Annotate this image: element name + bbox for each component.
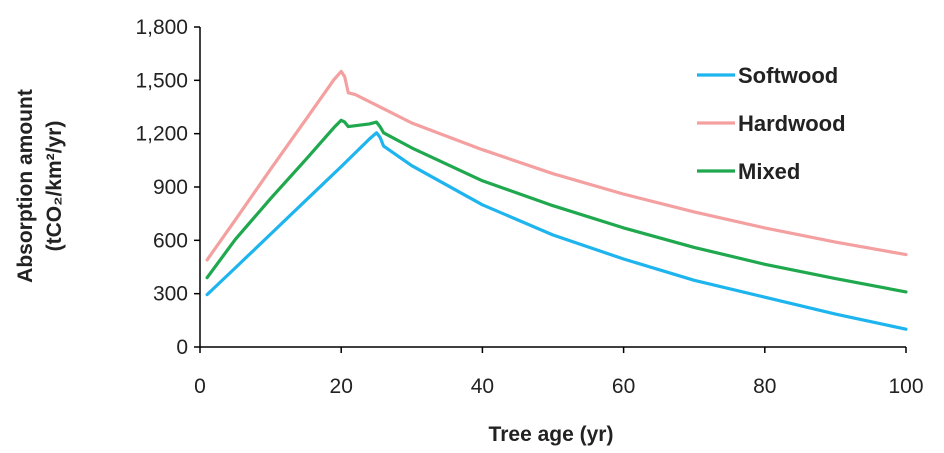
- legend: Softwood Hardwood Mixed: [697, 63, 846, 184]
- y-axis-title-line1: Absorption amount: [14, 89, 37, 283]
- x-tick-label: 100: [888, 375, 923, 398]
- x-tick-label: 20: [330, 375, 353, 398]
- legend-label-softwood: Softwood: [738, 63, 838, 88]
- x-tick-label: 60: [612, 375, 635, 398]
- series-lines: [205, 69, 908, 331]
- legend-label-hardwood: Hardwood: [738, 111, 846, 136]
- series-line-mixed: [205, 118, 908, 294]
- y-tick-label: 0: [176, 336, 188, 359]
- legend-label-mixed: Mixed: [738, 159, 800, 184]
- x-axis-ticks: 0 20 40 60 80 100: [194, 347, 924, 398]
- x-tick-label: 80: [753, 375, 776, 398]
- y-tick-label: 1,200: [135, 123, 188, 146]
- y-tick-label: 1,800: [135, 16, 188, 39]
- y-tick-label: 600: [153, 229, 188, 252]
- y-axis-ticks: 0 300 600 900 1,200 1,500 1,800: [135, 16, 200, 359]
- series-line-hardwood: [205, 69, 908, 262]
- x-tick-label: 0: [194, 375, 206, 398]
- y-tick-label: 300: [153, 283, 188, 306]
- x-tick-label: 40: [471, 375, 494, 398]
- x-axis-title: Tree age (yr): [489, 423, 614, 446]
- y-axis-title-line2: (tCO₂/km²/yr): [43, 121, 66, 252]
- series-line-softwood: [205, 131, 908, 331]
- y-tick-label: 1,500: [135, 69, 188, 92]
- y-tick-label: 900: [153, 176, 188, 199]
